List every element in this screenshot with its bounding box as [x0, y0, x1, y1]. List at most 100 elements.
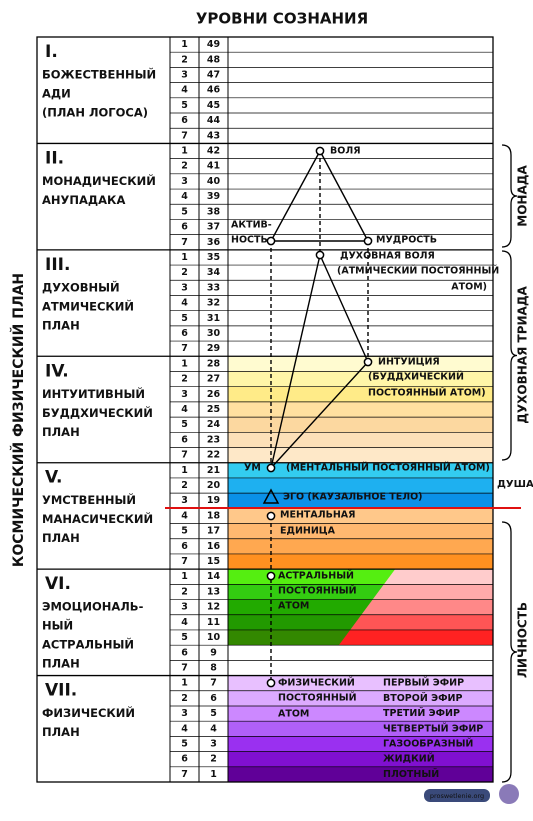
title: УРОВНИ СОЗНАНИЯ [196, 10, 368, 28]
plane-numeral: V. [45, 468, 62, 488]
level-number: 6 [210, 693, 217, 704]
level-fill [228, 675, 493, 691]
level-number: 22 [207, 450, 220, 461]
plane-name: ПЛАН [42, 531, 80, 545]
sublevel-number: 3 [181, 708, 188, 719]
sublevel-number: 7 [181, 450, 188, 461]
sublevel-number: 6 [181, 754, 188, 765]
ether-label: ПЕРВЫЙ ЭФИР [383, 677, 464, 689]
level-number: 44 [207, 115, 221, 126]
level-number: 5 [210, 708, 217, 719]
node-label: (МЕНТАЛЬНЫЙ ПОСТОЯННЫЙ АТОМ) [286, 462, 490, 474]
level-fill [228, 493, 493, 509]
connector [319, 254, 369, 363]
level-number: 49 [207, 39, 220, 50]
astral-fill [339, 599, 493, 615]
sublevel-number: 2 [181, 267, 188, 278]
plane-name: ПЛАН [42, 657, 80, 671]
plane-name: АНУПАДАКА [42, 193, 125, 207]
level-number: 7 [210, 678, 217, 689]
sublevel-number: 3 [181, 389, 188, 400]
sublevel-number: 6 [181, 647, 188, 658]
sublevel-number: 4 [181, 723, 188, 734]
sublevel-number: 5 [181, 313, 188, 324]
group-label: ДУХОВНАЯ ТРИАДА [516, 286, 530, 424]
node-label: АСТРАЛЬНЫЙ [278, 570, 354, 582]
sublevel-number: 1 [181, 39, 188, 50]
level-number: 36 [207, 237, 221, 248]
sublevel-number: 3 [181, 176, 188, 187]
node-point [266, 678, 276, 688]
ether-label: ПЛОТНЫЙ [383, 768, 439, 780]
node-label: ИНТУИЦИЯ [378, 357, 440, 368]
node-label: АКТИВ- [231, 220, 272, 231]
node-point [315, 146, 325, 156]
group-label: ЛИЧНОСТЬ [516, 602, 530, 678]
level-number: 4 [210, 723, 217, 734]
sublevel-number: 3 [181, 282, 188, 293]
node-label: ПОСТОЯННЫЙ [278, 585, 357, 597]
level-number: 35 [207, 252, 220, 263]
plane-name: ФИЗИЧЕСКИЙ [42, 705, 135, 720]
level-number: 8 [210, 662, 217, 673]
sublevel-number: 6 [181, 115, 188, 126]
sublevel-number: 6 [181, 541, 188, 552]
sublevel-number: 2 [181, 586, 188, 597]
sublevel-number: 7 [181, 769, 188, 780]
level-fill [228, 462, 493, 478]
sublevel-number: 2 [181, 54, 188, 65]
ether-label: ЧЕТВЕРТЫЙ ЭФИР [383, 722, 483, 734]
group-brace [501, 521, 518, 783]
astral-fill [339, 614, 493, 630]
ego-triangle [262, 488, 280, 504]
plane-name: ПЛАН [42, 425, 80, 439]
group-brace [501, 250, 518, 461]
sublevel-number: 5 [181, 526, 188, 537]
level-fill [228, 690, 493, 706]
level-number: 2 [210, 754, 217, 765]
sublevel-number: 4 [181, 404, 188, 415]
sublevel-number: 4 [181, 617, 188, 628]
node-label: УМ [244, 463, 261, 474]
node-point [266, 571, 276, 581]
plane-numeral: II. [45, 148, 64, 168]
connector [270, 150, 321, 242]
astral-fill [339, 629, 493, 645]
sublevel-number: 7 [181, 130, 188, 141]
sublevel-number: 4 [181, 85, 188, 96]
plane-name: АДИ [42, 87, 71, 101]
plane-numeral: VII. [45, 681, 77, 701]
sublevel-number: 3 [181, 602, 188, 613]
sublevel-number: 5 [181, 738, 188, 749]
level-number: 24 [207, 419, 221, 430]
level-fill [228, 751, 493, 767]
level-number: 28 [207, 358, 221, 369]
node-label: ЭГО (КАУЗАЛЬНОЕ ТЕЛО) [283, 492, 423, 503]
node-point [363, 357, 373, 367]
node-label: ПОСТОЯННЫЙ [278, 692, 357, 704]
level-fill [228, 538, 493, 554]
level-number: 1 [210, 769, 217, 780]
level-fill [228, 766, 493, 782]
ether-label: ГАЗООБРАЗНЫЙ [383, 737, 473, 749]
level-number: 20 [207, 480, 221, 491]
sublevel-number: 2 [181, 374, 188, 385]
sublevel-number: 5 [181, 419, 188, 430]
node-label: НОСТЬ [231, 235, 268, 246]
table-border [36, 36, 494, 783]
level-number: 40 [207, 176, 221, 187]
level-fill [228, 401, 493, 418]
level-number: 18 [207, 510, 221, 521]
level-number: 19 [207, 495, 220, 506]
plane-numeral: IV. [45, 361, 69, 381]
level-number: 46 [207, 85, 221, 96]
plane-numeral: III. [45, 255, 70, 275]
connector [270, 254, 321, 469]
plane-name: (ПЛАН ЛОГОСА) [42, 106, 148, 120]
level-number: 14 [207, 571, 221, 582]
ether-label: ВТОРОЙ ЭФИР [383, 692, 462, 704]
node-point [266, 463, 276, 473]
node-label: (БУДДХИЧЕСКИЙ [368, 371, 464, 383]
level-number: 27 [207, 374, 220, 385]
sublevel-number: 4 [181, 191, 188, 202]
